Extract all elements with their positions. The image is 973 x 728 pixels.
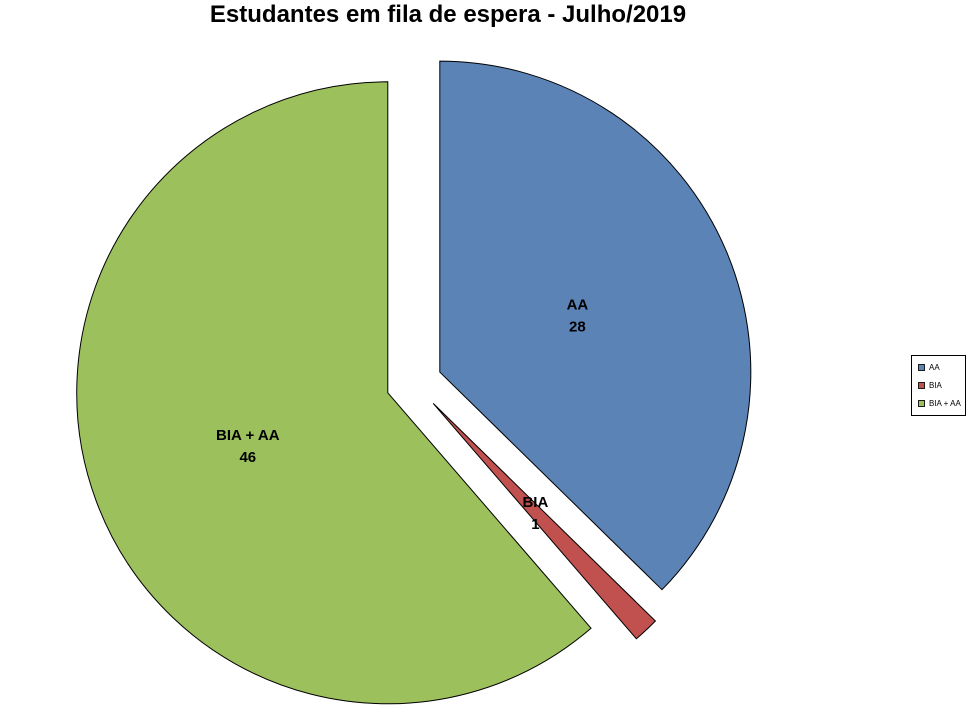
legend-label-aa: AA	[929, 362, 940, 372]
legend-swatch-bia-aa	[918, 400, 925, 407]
legend-item-aa: AA	[918, 362, 965, 372]
legend-label-bia-aa: BIA + AA	[929, 398, 961, 408]
pie-slice-aa	[439, 60, 752, 591]
legend-item-bia: BIA	[918, 380, 965, 390]
slice-label-bia-aa: BIA + AA 46	[216, 427, 280, 466]
slice-label-bia: BIA 1	[522, 494, 548, 533]
slice-label-aa: AA 28	[567, 296, 589, 335]
legend: AA BIA BIA + AA	[911, 355, 966, 416]
pie-slice-bia	[432, 403, 657, 640]
pie-slice-bia-aa	[76, 81, 592, 705]
legend-swatch-aa	[918, 364, 925, 371]
chart-title: Estudantes em fila de espera - Julho/201…	[209, 1, 687, 28]
legend-label-bia: BIA	[929, 380, 942, 390]
legend-item-bia-aa: BIA + AA	[918, 398, 965, 408]
legend-swatch-bia	[918, 382, 925, 389]
